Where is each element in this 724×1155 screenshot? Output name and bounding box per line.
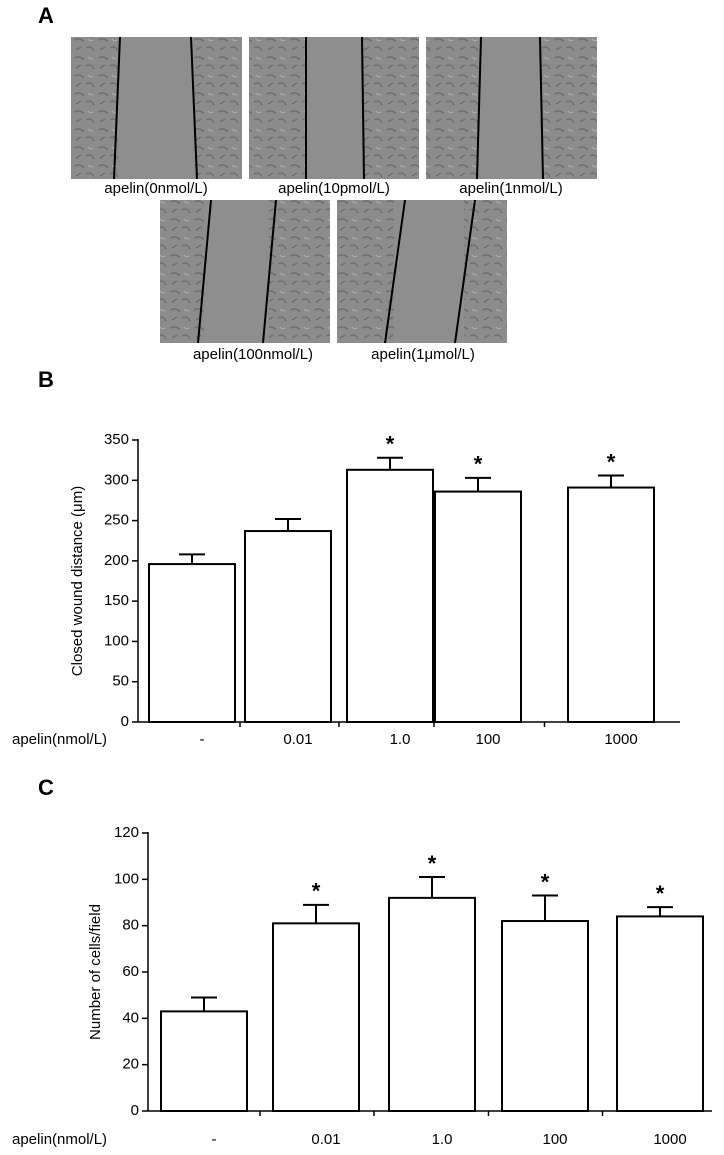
y-tick-label: 300 [104,471,129,488]
significance-mark: * [386,432,395,457]
y-tick-label: 150 [104,592,129,609]
bar [501,920,589,1112]
y-tick-label: 350 [104,431,129,448]
significance-mark: * [428,851,437,876]
y-tick-label: 100 [114,870,139,887]
significance-mark: * [607,449,616,474]
x-tick-label: 1000 [653,1131,686,1148]
x-tick-label: 1.0 [432,1131,453,1148]
x-tick-label: - [200,731,205,748]
significance-mark: * [312,879,321,904]
y-tick-label: 0 [121,713,129,730]
significance-mark: * [541,869,550,894]
y-tick-label: 20 [122,1056,139,1073]
y-tick-label: 250 [104,512,129,529]
bar [567,486,655,723]
bar [346,468,434,723]
micrograph [337,199,507,344]
caption: apelin(100nmol/L) [193,346,313,363]
significance-mark: * [656,881,665,906]
y-tick-label: 60 [122,963,139,980]
y-tick-label: 0 [131,1102,139,1119]
bar [160,1010,248,1113]
caption: apelin(10pmol/L) [278,180,390,197]
y-tick-label: 40 [122,1009,139,1026]
bar [388,896,476,1112]
micrograph [160,199,330,344]
panel-label: C [38,775,54,800]
x-axis-label: apelin(nmol/L) [12,1131,107,1148]
x-tick-label: 1.0 [390,731,411,748]
y-axis-label: Number of cells/field [87,904,104,1040]
bar [616,915,704,1113]
x-tick-label: 0.01 [283,731,312,748]
bar [148,563,236,724]
y-tick-label: 80 [122,917,139,934]
x-tick-label: 0.01 [311,1131,340,1148]
y-tick-label: 50 [112,673,129,690]
x-tick-label: 100 [475,731,500,748]
panel-label: B [38,367,54,392]
y-tick-label: 120 [114,824,139,841]
y-tick-label: 200 [104,552,129,569]
bar [434,490,522,723]
x-tick-label: 1000 [604,731,637,748]
y-axis-label: Closed wound distance (μm) [69,486,86,676]
micrograph [71,36,242,180]
x-tick-label: - [212,1131,217,1148]
caption: apelin(1μmol/L) [371,346,475,363]
y-tick-label: 100 [104,632,129,649]
bar [244,530,332,723]
caption: apelin(1nmol/L) [459,180,562,197]
x-axis-label: apelin(nmol/L) [12,731,107,748]
significance-mark: * [474,452,483,477]
caption: apelin(0nmol/L) [104,180,207,197]
panel-label: A [38,3,54,28]
micrograph [249,36,419,180]
bar [272,922,360,1112]
micrograph [426,36,597,180]
x-tick-label: 100 [542,1131,567,1148]
